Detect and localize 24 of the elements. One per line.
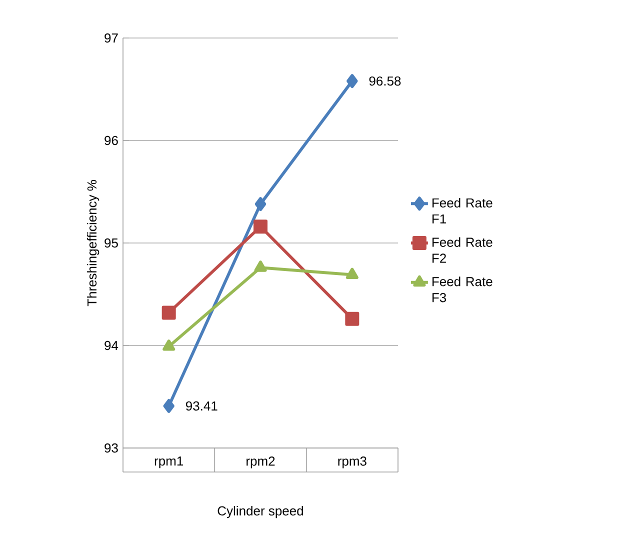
data-label: 96.58 bbox=[369, 76, 401, 86]
y-tick-label: 96 bbox=[104, 136, 118, 146]
x-tick-label: rpm3 bbox=[338, 456, 366, 468]
x-tick-label: rpm2 bbox=[246, 456, 275, 468]
legend-label: Feed Rate F3 bbox=[432, 276, 492, 302]
y-axis-title: Threshingefficiency % bbox=[87, 180, 100, 306]
y-tick-label: 97 bbox=[104, 33, 118, 43]
point bbox=[254, 260, 267, 272]
point bbox=[254, 220, 268, 234]
legend-label: Feed Rate F1 bbox=[432, 198, 492, 224]
point bbox=[346, 74, 358, 88]
point bbox=[254, 197, 266, 212]
point bbox=[345, 312, 360, 326]
point bbox=[163, 398, 174, 413]
legend-label: Feed Rate F2 bbox=[432, 237, 492, 263]
x-tick-label: rpm1 bbox=[154, 456, 184, 468]
point bbox=[162, 306, 176, 320]
x-axis-title: Cylinder speed bbox=[218, 506, 303, 518]
data-label: 93.41 bbox=[186, 401, 218, 411]
y-tick-label: 93 bbox=[104, 443, 118, 453]
y-tick-label: 95 bbox=[104, 238, 118, 248]
point bbox=[162, 340, 176, 351]
point bbox=[346, 268, 358, 280]
y-tick-label: 94 bbox=[104, 340, 118, 350]
